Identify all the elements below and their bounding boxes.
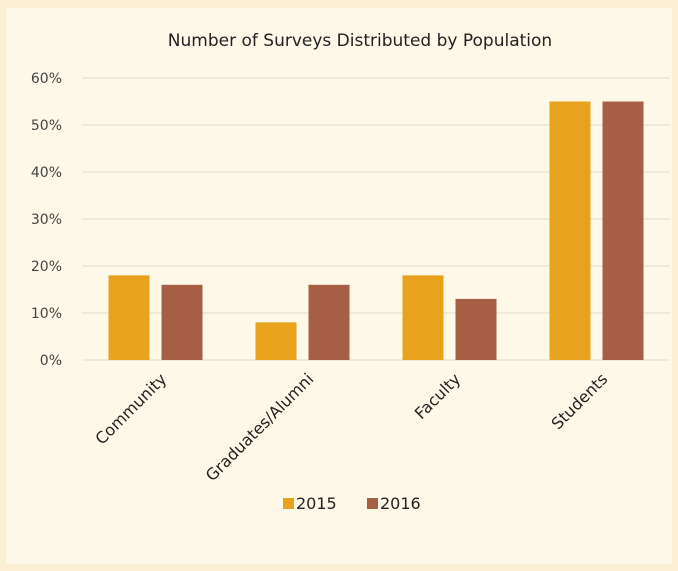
bar-2015-community: [108, 275, 150, 360]
bar-2015-faculty: [402, 275, 444, 360]
bar-2015-students: [549, 101, 591, 360]
legend-swatch-2016: [367, 498, 378, 509]
legend-swatch-2015: [283, 498, 294, 509]
y-tick-label: 0%: [40, 353, 62, 369]
y-tick-label: 50%: [31, 118, 62, 134]
bar-2016-community: [161, 284, 203, 360]
legend-label-2016: 2016: [380, 494, 421, 513]
x-axis-labels: Community Graduates/Alumni Faculty Students: [91, 369, 611, 485]
y-tick-label: 10%: [31, 306, 62, 322]
x-category-label: Students: [547, 369, 611, 433]
bars: [108, 101, 644, 360]
legend-label-2015: 2015: [296, 494, 337, 513]
chart-title: Number of Surveys Distributed by Populat…: [168, 31, 552, 51]
bar-2016-faculty: [455, 298, 497, 360]
bar-2015-graduates-alumni: [255, 322, 297, 360]
x-category-label: Faculty: [411, 369, 465, 423]
y-axis-ticks: 0% 10% 20% 30% 40% 50% 60%: [31, 71, 62, 369]
y-tick-label: 20%: [31, 259, 62, 275]
bar-2016-graduates-alumni: [308, 284, 350, 360]
x-category-label: Graduates/Alumni: [202, 369, 318, 485]
y-tick-label: 30%: [31, 212, 62, 228]
y-tick-label: 40%: [31, 165, 62, 181]
legend: 2015 2016: [283, 494, 421, 513]
y-tick-label: 60%: [31, 71, 62, 87]
bar-2016-students: [602, 101, 644, 360]
x-category-label: Community: [91, 369, 170, 448]
